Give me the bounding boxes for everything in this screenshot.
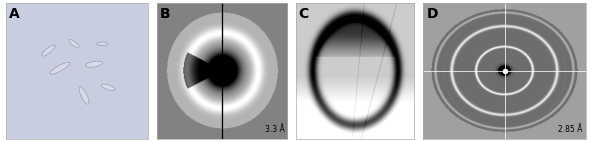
Ellipse shape [97, 42, 108, 45]
Text: 3.3 Å: 3.3 Å [265, 125, 285, 134]
Ellipse shape [42, 45, 55, 56]
Ellipse shape [50, 62, 70, 74]
Text: D: D [426, 7, 438, 21]
Ellipse shape [79, 87, 89, 104]
Text: A: A [9, 7, 20, 21]
Ellipse shape [69, 39, 79, 48]
Ellipse shape [86, 61, 102, 67]
Text: C: C [298, 7, 308, 21]
Ellipse shape [101, 84, 115, 91]
Text: 2.85 Å: 2.85 Å [558, 125, 583, 134]
Text: B: B [159, 7, 170, 21]
